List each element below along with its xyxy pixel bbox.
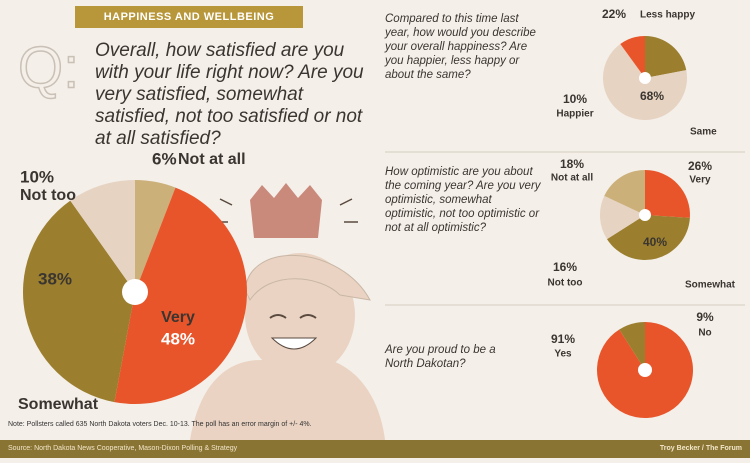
- q-glyph: Q:: [18, 35, 79, 100]
- slice-label: Less happy: [640, 10, 695, 21]
- value-label: 10%: [563, 92, 587, 106]
- slice-label: Yes: [554, 349, 572, 360]
- question: How optimistic are you about the coming …: [385, 166, 541, 234]
- illustration: [190, 183, 385, 440]
- value-label: 48%: [161, 329, 195, 348]
- slice-label: No: [698, 328, 711, 339]
- pie-hole: [122, 279, 148, 305]
- pie-slice: [604, 170, 645, 215]
- credit: Troy Becker / The Forum: [659, 445, 742, 452]
- value-label: 38%: [38, 269, 72, 288]
- question: Are you proud to be a North Dakotan?: [385, 344, 496, 370]
- slice-label: Very: [161, 309, 195, 326]
- pie-slice: [70, 180, 135, 292]
- pie-hole: [638, 363, 652, 377]
- pie-slice: [607, 215, 690, 260]
- pie-hole: [639, 72, 651, 84]
- slice-label: Somewhat: [685, 280, 736, 291]
- value-label: 40%: [643, 235, 667, 249]
- value-label: 6%: [152, 149, 177, 168]
- slice-label: Somewhat: [18, 396, 99, 413]
- pie-slice: [114, 187, 248, 405]
- value-label: 68%: [640, 89, 664, 103]
- note: Note: Pollsters called 635 North Dakota …: [8, 421, 312, 428]
- question: Compared to this time last year, how wou…: [385, 13, 536, 81]
- slice-label: Very: [689, 175, 711, 186]
- slice-label: Happier: [556, 109, 593, 120]
- pie-slice: [619, 322, 645, 370]
- pie-slice: [645, 170, 690, 218]
- slice-label: Not too: [548, 278, 583, 289]
- value-label: 26%: [688, 159, 712, 173]
- slice-label: Not too: [20, 187, 76, 204]
- value-label: 16%: [553, 260, 577, 274]
- value-label: 18%: [560, 157, 584, 171]
- value-label: 91%: [551, 332, 575, 346]
- value-label: 22%: [602, 7, 626, 21]
- pie-hole: [639, 209, 651, 221]
- slice-label: Not at all: [178, 151, 246, 168]
- value-label: 9%: [696, 310, 714, 324]
- pie-slice: [23, 200, 136, 403]
- question: Overall, how satisfied are you with your…: [95, 40, 364, 149]
- slice-label: Same: [690, 127, 717, 138]
- pie-slice: [620, 36, 645, 78]
- header-banner: HAPPINESS AND WELLBEING: [75, 6, 303, 28]
- value-label: 10%: [20, 167, 54, 186]
- pie-slice: [645, 36, 687, 78]
- slice-label: Not at all: [551, 173, 593, 184]
- source: Source: North Dakota News Cooperative, M…: [8, 445, 238, 452]
- pie-slice: [600, 195, 645, 240]
- pie-slice: [135, 180, 176, 292]
- source-bar: Source: North Dakota News Cooperative, M…: [0, 440, 750, 458]
